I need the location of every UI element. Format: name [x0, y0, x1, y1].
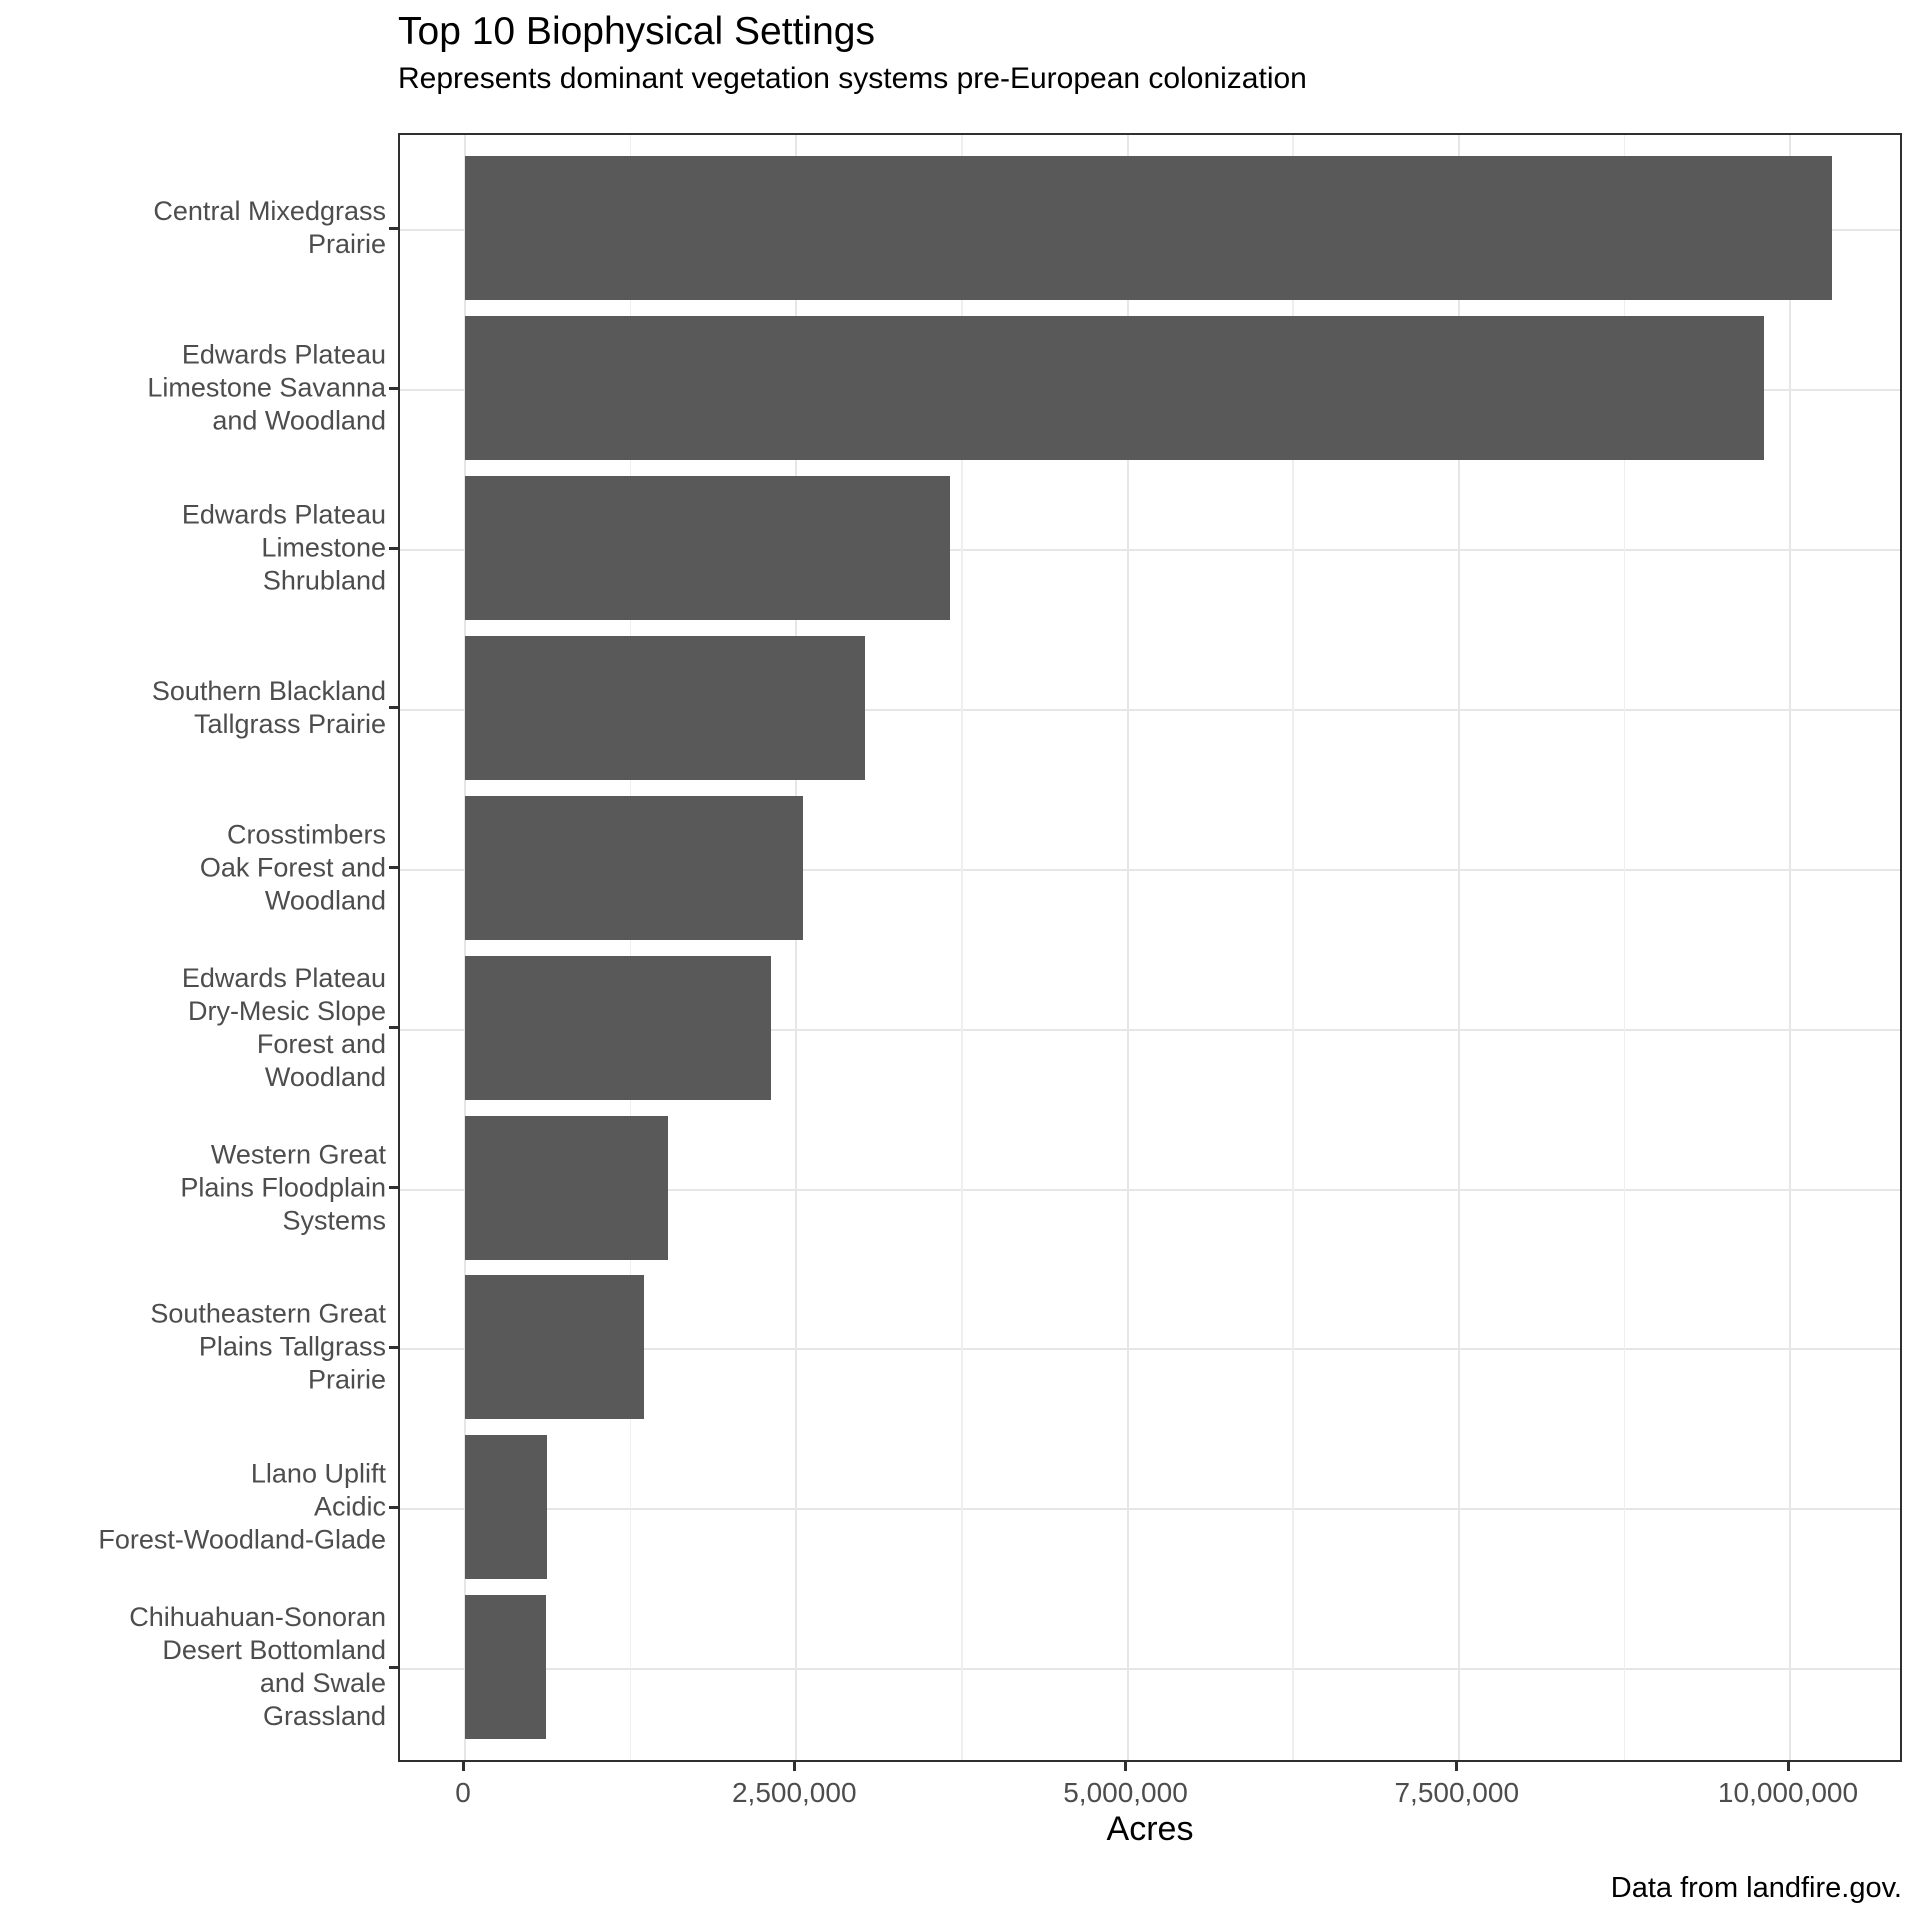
x-axis-title: Acres: [1106, 1810, 1194, 1848]
bar: [465, 1115, 668, 1260]
x-tick: [1455, 1762, 1459, 1771]
plot-caption: Data from landfire.gov.: [1610, 1872, 1902, 1904]
gridline-major-h: [400, 708, 1900, 711]
gridline-minor-v: [1623, 135, 1626, 1760]
gridline-minor-v: [1292, 135, 1294, 1760]
gridline-major-v: [1789, 135, 1791, 1760]
y-tick: [389, 1026, 398, 1030]
y-category-label: Western Great Plains Floodplain Systems: [180, 1139, 386, 1236]
x-tick: [792, 1762, 796, 1771]
gridline-major-h: [400, 549, 1900, 552]
bar: [465, 635, 866, 780]
gridline-major-h: [400, 868, 1900, 871]
bar: [465, 795, 803, 940]
y-tick: [389, 706, 398, 710]
y-category-label: Edwards Plateau Limestone Shrubland: [181, 499, 386, 596]
plot-subtitle: Represents dominant vegetation systems p…: [398, 62, 1307, 95]
y-tick: [389, 1505, 398, 1509]
x-tick-label: 2,500,000: [731, 1777, 857, 1808]
gridline-major-v: [1126, 135, 1129, 1760]
y-category-label: Edwards Plateau Dry-Mesic Slope Forest and…: [181, 962, 386, 1092]
y-tick: [389, 1665, 398, 1669]
gridline-major-h: [400, 1028, 1900, 1031]
y-category-label: Crosstimbers Oak Forest and Woodland: [199, 819, 386, 916]
gridline-minor-v: [961, 135, 963, 1760]
x-tick: [1786, 1762, 1790, 1771]
y-category-label: Southern Blackland Tallgrass Prairie: [151, 675, 386, 739]
y-category-label: Chihuahuan-Sonoran Desert Bottomland and S…: [129, 1602, 386, 1732]
x-tick: [1124, 1762, 1127, 1771]
panel: [398, 133, 1902, 1762]
x-tick-label: 10,000,000: [1717, 1777, 1859, 1808]
bar: [465, 1275, 644, 1420]
y-tick: [389, 1345, 398, 1349]
gridline-major-h: [400, 1508, 1900, 1511]
y-tick: [389, 1186, 398, 1190]
bar: [465, 156, 1833, 301]
x-tick: [461, 1762, 465, 1771]
y-tick: [389, 546, 398, 550]
y-category-label: Central Mixedgrass Prairie: [153, 196, 386, 260]
bar: [465, 955, 772, 1100]
y-category-label: Southeastern Great Plains Tallgrass Prairi…: [150, 1298, 386, 1395]
y-category-label: Llano Uplift Acidic Forest-Woodland-Glade: [98, 1458, 386, 1555]
gridline-major-v: [464, 135, 466, 1760]
gridline-major-h: [400, 1668, 1900, 1671]
gridline-major-h: [400, 1348, 1900, 1351]
x-tick-label: 7,500,000: [1394, 1777, 1520, 1808]
gridline-major-v: [1457, 135, 1460, 1760]
bar: [465, 1435, 548, 1580]
plot-title: Top 10 Biophysical Settings: [398, 10, 875, 53]
bar: [465, 316, 1764, 461]
y-category-label: Edwards Plateau Limestone Savanna and Wood…: [147, 339, 386, 436]
gridline-major-h: [400, 1188, 1900, 1191]
gridline-minor-v: [629, 135, 632, 1760]
x-tick-label: 0: [455, 1777, 471, 1808]
gridline-major-v: [795, 135, 798, 1760]
y-axis-labels: Central Mixedgrass Prairie Edwards Plateau…: [0, 0, 386, 1920]
y-tick: [389, 226, 398, 230]
y-tick: [389, 866, 398, 870]
x-tick-label: 5,000,000: [1063, 1777, 1188, 1808]
bar: [465, 1595, 546, 1740]
bar: [465, 476, 950, 621]
y-tick: [389, 386, 398, 390]
